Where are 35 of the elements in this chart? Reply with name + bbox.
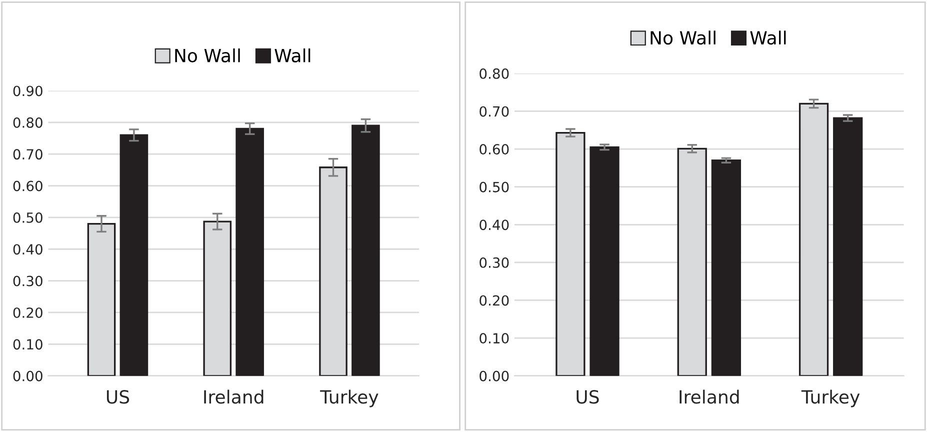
bar <box>236 128 264 376</box>
y-tick-label: 0.00 <box>13 370 42 382</box>
x-tick-label: US <box>106 390 130 404</box>
bar <box>590 146 620 376</box>
y-tick-label: 0.30 <box>13 276 42 286</box>
x-tick-label: Turkey <box>320 390 378 408</box>
x-tick-label: US <box>576 390 599 404</box>
y-tick-label: 0.60 <box>480 144 509 155</box>
bar <box>833 117 863 376</box>
y-tick-label: 0.80 <box>480 68 509 79</box>
legend-label: No Wall <box>175 48 240 62</box>
y-tick-label: 0.90 <box>13 86 42 96</box>
y-tick-label: 0.10 <box>480 333 509 344</box>
y-tick-label: 0.40 <box>13 244 42 255</box>
legend-label: Wall <box>274 48 310 62</box>
x-tick-label: Ireland <box>680 390 739 404</box>
y-tick-label: 0.80 <box>13 117 42 128</box>
legend-label: No Wall <box>650 30 716 45</box>
y-tick-label: 0.00 <box>480 370 509 382</box>
legend-label: Wall <box>750 30 786 45</box>
y-tick-label: 0.30 <box>480 257 509 268</box>
y-tick-label: 0.70 <box>480 106 509 117</box>
y-tick-label: 0.10 <box>13 339 42 350</box>
y-tick-label: 0.70 <box>13 149 42 160</box>
y-tick-label: 0.50 <box>480 182 509 192</box>
bar <box>711 160 742 376</box>
bar <box>120 134 148 376</box>
x-tick-label: Turkey <box>801 390 860 408</box>
y-tick-label: 0.40 <box>480 220 509 230</box>
x-tick-label: Ireland <box>204 390 264 404</box>
y-tick-label: 0.60 <box>13 180 42 192</box>
y-tick-label: 0.20 <box>480 295 509 306</box>
y-tick-label: 0.50 <box>13 212 42 223</box>
y-tick-label: 0.20 <box>13 307 42 318</box>
bar <box>352 124 380 376</box>
